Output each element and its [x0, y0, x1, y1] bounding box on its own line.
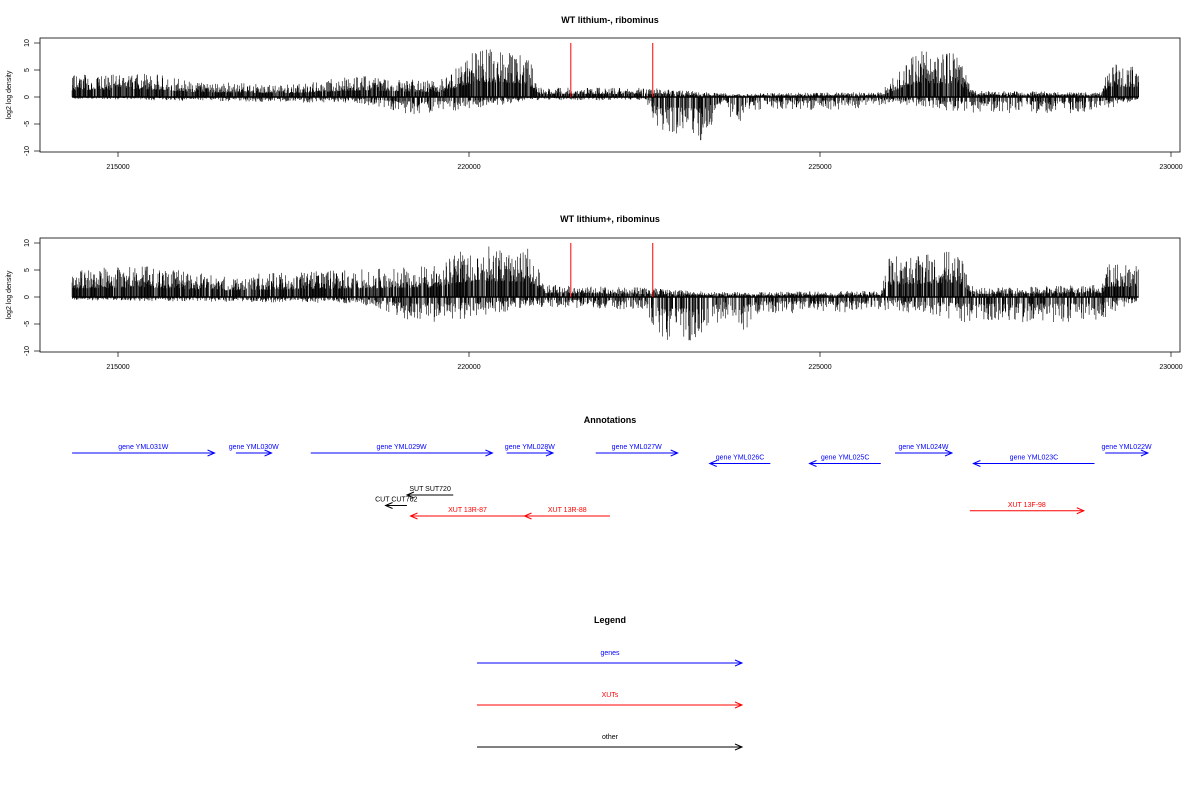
- density-bars: [71, 246, 1139, 341]
- track-panel-lithium-plus: WT lithium+, ribominus log2 log density …: [6, 214, 1183, 371]
- plot-frame: [39, 237, 1181, 353]
- x-tick-label: 215000: [106, 164, 129, 171]
- y-tick-label: -10: [24, 146, 31, 156]
- plot-frame: [39, 37, 1181, 153]
- x-tick-label: 225000: [808, 364, 831, 371]
- y-tick-label: 5: [24, 268, 31, 272]
- x-ticks: 215000 220000 225000 230000: [106, 152, 1183, 171]
- x-tick-label: 215000: [106, 364, 129, 371]
- x-tick-label: 225000: [808, 164, 831, 171]
- x-tick-label: 230000: [1159, 164, 1182, 171]
- x-tick-label: 230000: [1159, 364, 1182, 371]
- y-tick-label: 0: [24, 95, 31, 99]
- y-tick-label: -5: [24, 121, 31, 127]
- x-tick-label: 220000: [457, 364, 480, 371]
- y-tick-label: 10: [24, 39, 31, 47]
- y-tick-label: 0: [24, 295, 31, 299]
- y-ticks: 10 5 0 -5 -10: [24, 39, 40, 156]
- track-panel-lithium-minus: WT lithium-, ribominus log2 log density …: [6, 15, 1183, 171]
- x-ticks: 215000 220000 225000 230000: [106, 352, 1183, 371]
- track-title: WT lithium+, ribominus: [560, 214, 660, 224]
- y-tick-label: -10: [24, 346, 31, 356]
- y-tick-label: 10: [24, 239, 31, 247]
- y-tick-label: 5: [24, 68, 31, 72]
- y-axis-label: log2 log density: [6, 270, 13, 319]
- density-bars: [71, 49, 1139, 141]
- y-ticks: 10 5 0 -5 -10: [24, 239, 40, 356]
- x-tick-label: 220000: [457, 164, 480, 171]
- track-title: WT lithium-, ribominus: [561, 15, 659, 25]
- y-axis-label: log2 log density: [6, 70, 13, 119]
- y-tick-label: -5: [24, 321, 31, 327]
